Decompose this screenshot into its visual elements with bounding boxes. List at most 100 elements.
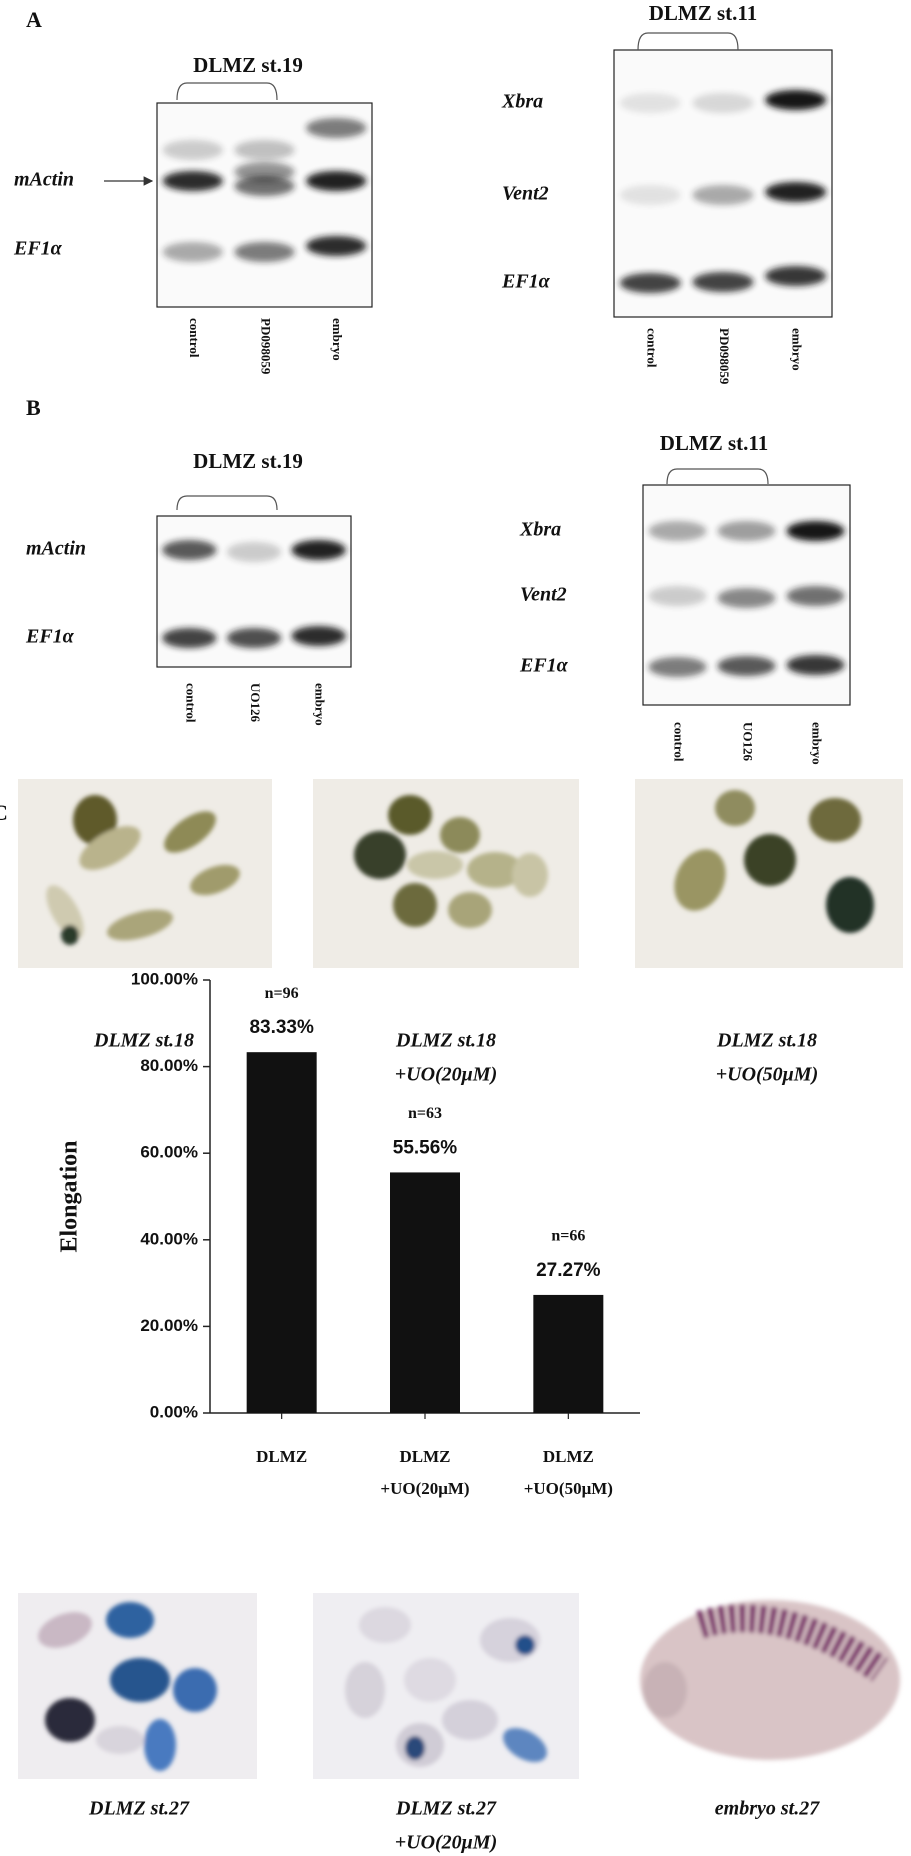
row-label: Vent2 [520, 584, 567, 606]
n-label: n=66 [551, 1228, 585, 1245]
x-tick-label: +UO(50μM) [524, 1479, 613, 1498]
band [234, 176, 295, 196]
band [717, 588, 776, 608]
band [786, 521, 845, 541]
photo [18, 779, 272, 968]
band [648, 586, 707, 606]
photo-caption: +UO(20μM) [395, 1064, 498, 1086]
row-label: EF1α [25, 626, 75, 648]
band [234, 140, 295, 160]
x-tick-label: DLMZ [543, 1447, 594, 1466]
value-label: 83.33% [249, 1017, 314, 1038]
blot-title: DLMZ st.11 [660, 431, 769, 455]
y-axis-label: Elongation [57, 1140, 83, 1252]
row-label: mActin [26, 538, 86, 560]
blot-title: DLMZ st.11 [649, 1, 758, 25]
n-label: n=96 [265, 985, 299, 1002]
photo [635, 779, 903, 968]
band [786, 655, 845, 675]
row-label: mActin [14, 169, 74, 191]
bar [246, 1052, 317, 1413]
photo [635, 1593, 903, 1779]
bar [390, 1172, 460, 1413]
band [717, 521, 776, 541]
photo-caption: DLMZ st.18 [395, 1030, 496, 1052]
lane-label: control [183, 683, 198, 723]
bracket [176, 495, 278, 511]
band [234, 242, 295, 262]
band [306, 118, 367, 138]
lane-label: UO126 [248, 683, 263, 723]
band [648, 521, 707, 541]
photo-caption: DLMZ st.18 [716, 1030, 817, 1052]
y-tick-label: 100.00% [131, 969, 198, 988]
panel-label: B [26, 395, 41, 420]
lane-label: control [672, 722, 687, 762]
band [306, 236, 367, 256]
band [619, 273, 681, 293]
lane-label: control [644, 328, 659, 368]
blot-title: DLMZ st.19 [193, 449, 303, 473]
band [717, 656, 776, 676]
photo-caption: DLMZ st.27 [88, 1798, 190, 1820]
band [765, 266, 827, 286]
band [291, 626, 346, 646]
band [619, 93, 681, 113]
band [162, 171, 223, 191]
band [162, 628, 217, 648]
photo [18, 1593, 257, 1779]
band [162, 540, 217, 560]
row-label: EF1α [13, 238, 63, 260]
bracket [176, 82, 278, 101]
band [291, 540, 346, 560]
band [692, 93, 754, 113]
lane-label: UO126 [741, 722, 756, 762]
lane-label: embryo [313, 683, 328, 726]
x-tick-label: DLMZ [256, 1447, 307, 1466]
bracket [637, 32, 739, 51]
band [619, 185, 681, 205]
band [226, 628, 282, 648]
band [162, 242, 223, 262]
y-tick-label: 0.00% [150, 1402, 198, 1421]
row-label: EF1α [501, 271, 551, 293]
value-label: 55.56% [393, 1137, 458, 1158]
lane-label: embryo [330, 318, 345, 361]
band [786, 586, 845, 606]
row-label: EF1α [519, 655, 569, 677]
band [226, 542, 282, 562]
band [234, 162, 295, 182]
photo-caption: DLMZ st.27 [395, 1798, 497, 1820]
band [692, 185, 754, 205]
row-label: Xbra [501, 91, 543, 113]
photo [313, 779, 579, 968]
photo-caption: +UO(50μM) [716, 1064, 819, 1086]
bracket [666, 468, 769, 485]
value-label: 27.27% [536, 1260, 601, 1281]
panel-label: A [26, 7, 42, 32]
row-label: Xbra [519, 519, 561, 541]
band [765, 90, 827, 110]
band [162, 140, 223, 160]
lane-label: PD098059 [717, 328, 732, 385]
y-tick-label: 80.00% [140, 1056, 198, 1075]
blot-title: DLMZ st.19 [193, 53, 303, 77]
n-label: n=63 [408, 1105, 442, 1122]
bar [533, 1294, 604, 1413]
photo-caption: DLMZ st.18 [93, 1030, 194, 1052]
lane-label: control [187, 318, 202, 358]
photo-caption: +UO(20μM) [395, 1832, 498, 1854]
band [306, 171, 367, 191]
y-tick-label: 40.00% [140, 1229, 198, 1248]
photo-caption: embryo st.27 [715, 1798, 820, 1820]
band [692, 272, 754, 292]
photo [313, 1593, 579, 1779]
lane-label: embryo [810, 722, 825, 765]
y-tick-label: 20.00% [140, 1316, 198, 1335]
panel-label: C [0, 800, 8, 825]
y-tick-label: 60.00% [140, 1143, 198, 1162]
band [765, 182, 827, 202]
lane-label: PD098059 [259, 318, 274, 375]
band [648, 657, 707, 677]
